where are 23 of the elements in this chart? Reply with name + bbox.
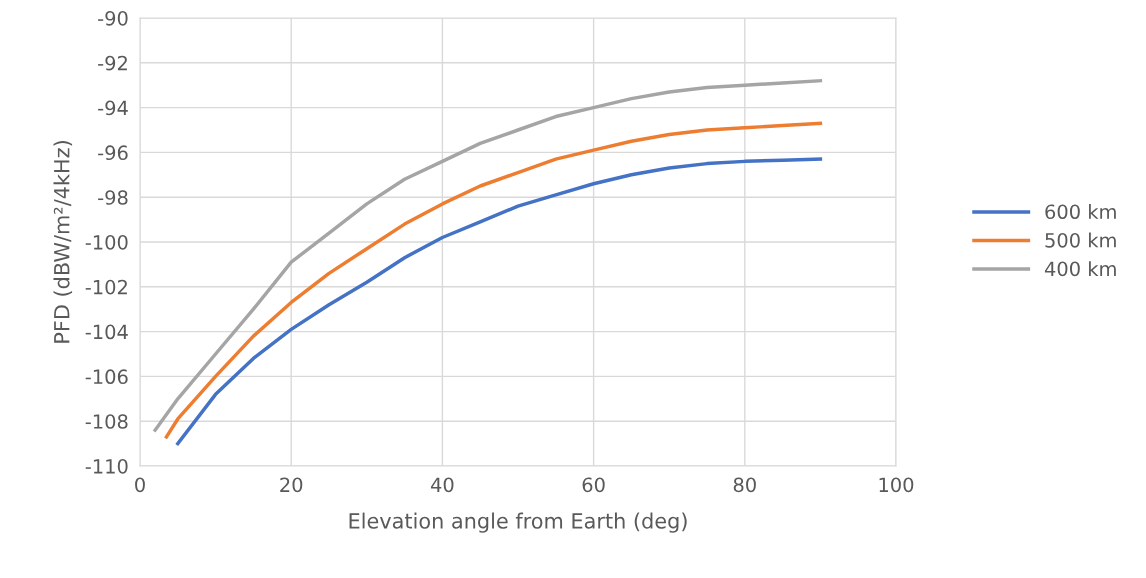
y-tick-label: -92 — [98, 55, 127, 71]
x-tick-label: 0 — [135, 477, 145, 493]
y-tick-label: -90 — [98, 10, 128, 26]
y-tick-label: -98 — [98, 190, 128, 205]
x-axis-title: Elevation angle from Earth (deg) — [349, 512, 687, 533]
y-tick-label: -106 — [85, 369, 128, 385]
line-series — [153, 78, 823, 432]
y-tick-label: -102 — [85, 279, 127, 295]
x-tick-label: 20 — [280, 477, 303, 493]
y-tick-label: -108 — [85, 414, 128, 429]
y-axis-title: PFD (dBW/m²/4kHz) — [53, 141, 73, 343]
y-tick-label: -104 — [85, 324, 128, 340]
y-tick-label: -100 — [85, 234, 128, 250]
legend-label: 600 km — [1045, 204, 1116, 220]
y-tick-label: -110 — [85, 458, 128, 474]
x-tick-label: 80 — [733, 477, 756, 493]
x-tick-label: 40 — [430, 477, 454, 493]
y-tick-label: -94 — [98, 100, 128, 116]
legend-label: 500 km — [1045, 232, 1116, 248]
y-tick-label: -96 — [98, 145, 128, 161]
x-tick-label: 100 — [879, 477, 914, 493]
x-tick-label: 60 — [582, 477, 605, 493]
legend-label: 400 km — [1044, 261, 1116, 277]
